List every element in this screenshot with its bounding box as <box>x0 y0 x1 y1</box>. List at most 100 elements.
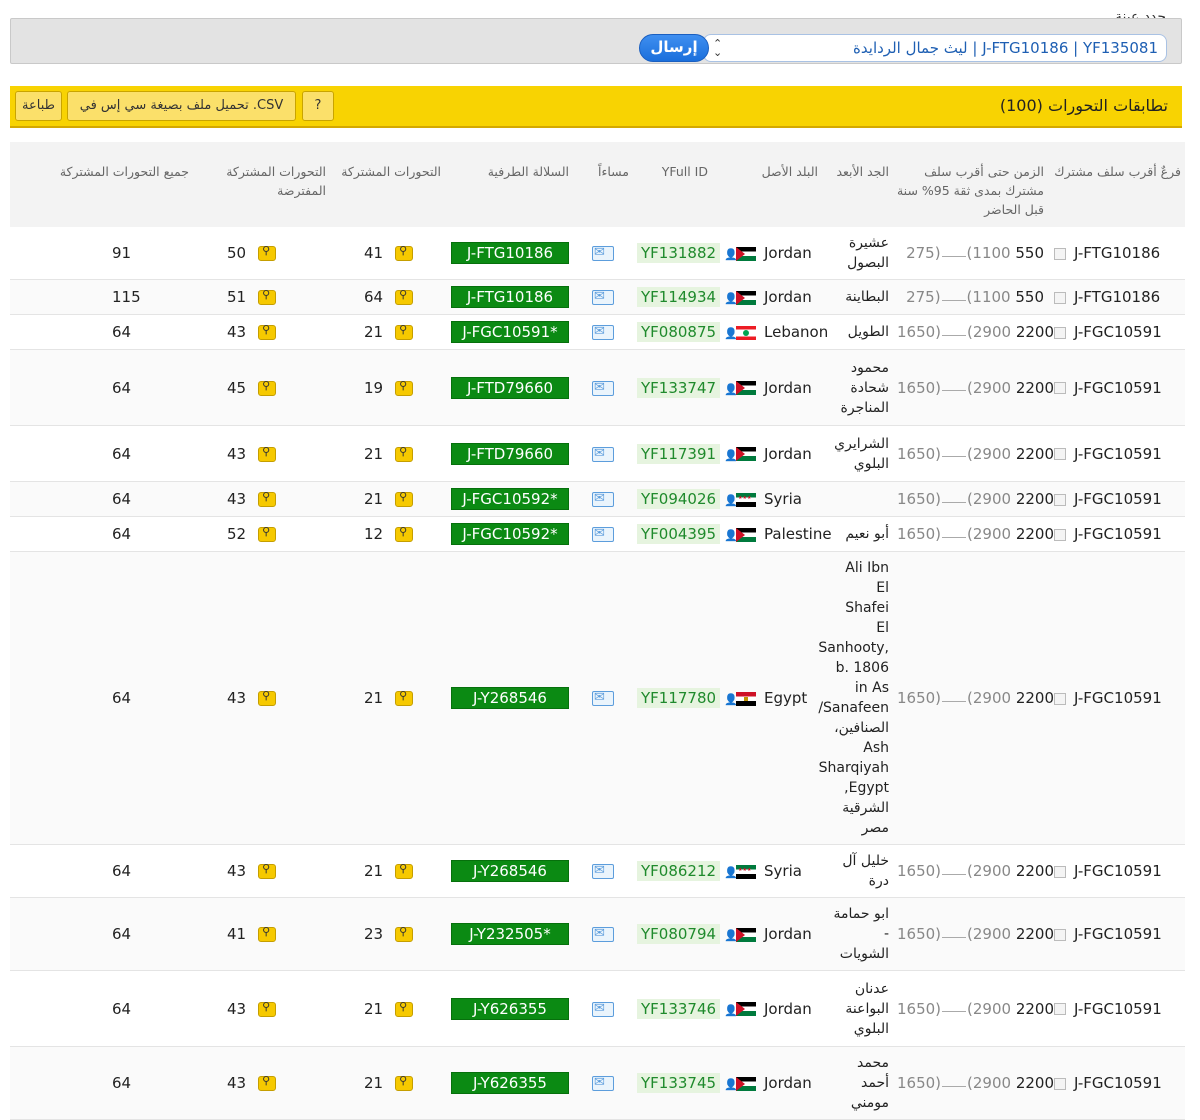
shared-details-icon[interactable] <box>395 445 414 462</box>
mail-icon[interactable]: ✉ <box>592 245 614 261</box>
expand-icon[interactable] <box>1054 493 1066 506</box>
mail-icon[interactable]: ✉ <box>592 491 614 507</box>
mail-icon[interactable]: ✉ <box>592 863 614 879</box>
presumed-shared-details-icon[interactable] <box>258 525 277 542</box>
shared-details-icon[interactable] <box>395 1074 414 1091</box>
expand-icon[interactable] <box>1054 1003 1066 1015</box>
header-branch[interactable]: فرعٌ أقرب سلف مشترك <box>1048 142 1185 227</box>
expand-icon[interactable] <box>1054 382 1066 394</box>
mail-icon[interactable]: ✉ <box>592 690 614 706</box>
mail-icon[interactable]: ✉ <box>592 926 614 942</box>
expand-icon[interactable] <box>1054 692 1066 705</box>
person-icon[interactable]: 👤 <box>724 448 738 462</box>
branch-value[interactable]: J-FGC10591 <box>1074 525 1162 543</box>
expand-icon[interactable] <box>1054 528 1066 541</box>
print-button[interactable]: طباعة <box>15 91 62 121</box>
person-icon[interactable]: 👤 <box>724 866 738 879</box>
shared-details-icon[interactable] <box>395 288 414 305</box>
person-icon[interactable]: 👤 <box>724 693 738 706</box>
person-icon[interactable]: 👤 <box>724 248 738 261</box>
header-ancestor[interactable]: الجد الأبعد <box>828 142 893 227</box>
yfull-id-link[interactable]: YF117391 <box>637 443 721 464</box>
mail-icon[interactable]: ✉ <box>592 1001 614 1017</box>
shared-details-icon[interactable] <box>395 525 414 542</box>
terminal-sublade-badge[interactable]: J-Y626355 <box>451 997 569 1020</box>
person-icon[interactable]: 👤 <box>724 494 738 507</box>
terminal-sublade-badge[interactable]: J-FGC10591* <box>451 321 569 343</box>
presumed-shared-details-icon[interactable] <box>258 1074 277 1091</box>
header-tmrca[interactable]: الزمن حتى أقرب سلف مشترك بمدى ثقة 95% سن… <box>893 142 1048 227</box>
header-shared[interactable]: التحورات المشتركة <box>330 142 445 227</box>
yfull-id-link[interactable]: YF004395 <box>637 524 721 544</box>
presumed-shared-details-icon[interactable] <box>258 490 277 507</box>
expand-icon[interactable] <box>1054 1077 1066 1090</box>
terminal-sublade-badge[interactable]: J-FGC10592* <box>451 488 569 510</box>
yfull-id-link[interactable]: YF086212 <box>637 861 721 881</box>
branch-value[interactable]: J-FGC10591 <box>1074 689 1162 707</box>
person-icon[interactable]: 👤 <box>724 529 738 542</box>
presumed-shared-details-icon[interactable] <box>258 445 277 462</box>
expand-icon[interactable] <box>1054 448 1066 460</box>
shared-details-icon[interactable] <box>395 1000 414 1017</box>
header-presumed-shared[interactable]: التحورات المشتركة المفترضة <box>193 142 330 227</box>
expand-icon[interactable] <box>1054 291 1066 304</box>
terminal-sublade-badge[interactable]: J-FTG10186 <box>451 242 569 264</box>
presumed-shared-details-icon[interactable] <box>258 244 277 261</box>
person-icon[interactable]: 👤 <box>724 292 738 305</box>
expand-icon[interactable] <box>1054 928 1066 941</box>
person-icon[interactable]: 👤 <box>724 929 738 942</box>
terminal-sublade-badge[interactable]: J-FTD79660 <box>451 376 569 399</box>
mail-icon[interactable]: ✉ <box>592 380 614 396</box>
mail-icon[interactable]: ✉ <box>592 446 614 462</box>
expand-icon[interactable] <box>1054 326 1066 339</box>
header-country[interactable]: البلد الأصل <box>728 142 828 227</box>
presumed-shared-details-icon[interactable] <box>258 323 277 340</box>
terminal-sublade-badge[interactable]: J-Y268546 <box>451 687 569 709</box>
presumed-shared-details-icon[interactable] <box>258 925 277 942</box>
yfull-id-link[interactable]: YF131882 <box>637 243 721 263</box>
yfull-id-link[interactable]: YF114934 <box>637 287 721 307</box>
expand-icon[interactable] <box>1054 865 1066 878</box>
mail-icon[interactable]: ✉ <box>592 324 614 340</box>
yfull-id-link[interactable]: YF094026 <box>637 489 721 509</box>
header-yfull-id[interactable]: YFull ID <box>633 142 728 227</box>
shared-details-icon[interactable] <box>395 490 414 507</box>
terminal-sublade-badge[interactable]: J-Y268546 <box>451 860 569 882</box>
presumed-shared-details-icon[interactable] <box>258 689 277 706</box>
yfull-id-link[interactable]: YF117780 <box>637 688 721 708</box>
help-button[interactable]: ? <box>302 91 334 121</box>
branch-value[interactable]: J-FGC10591 <box>1074 323 1162 341</box>
branch-value[interactable]: J-FGC10591 <box>1074 490 1162 508</box>
presumed-shared-details-icon[interactable] <box>258 862 277 879</box>
shared-details-icon[interactable] <box>395 244 414 261</box>
submit-button[interactable]: إرسال <box>639 34 709 62</box>
yfull-id-link[interactable]: YF133746 <box>637 998 721 1019</box>
terminal-sublade-badge[interactable]: J-Y626355 <box>451 1072 569 1094</box>
sample-select[interactable]: J-FTG10186 | YF135081 | ليث جمال الردايد… <box>703 34 1167 62</box>
mail-icon[interactable]: ✉ <box>592 526 614 542</box>
expand-icon[interactable] <box>1054 247 1066 260</box>
branch-value[interactable]: J-FGC10591 <box>1074 925 1162 943</box>
branch-value[interactable]: J-FGC10591 <box>1074 444 1162 463</box>
branch-value[interactable]: J-FGC10591 <box>1074 378 1162 397</box>
person-icon[interactable]: 👤 <box>724 327 738 340</box>
shared-details-icon[interactable] <box>395 689 414 706</box>
presumed-shared-details-icon[interactable] <box>258 288 277 305</box>
csv-download-button[interactable]: تحميل ملف بصيغة سي إس في .CSV <box>67 91 296 121</box>
branch-value[interactable]: J-FGC10591 <box>1074 1074 1162 1092</box>
branch-value[interactable]: J-FGC10591 <box>1074 862 1162 880</box>
header-all-shared[interactable]: جميع التحورات المشتركة <box>10 142 193 227</box>
terminal-sublade-badge[interactable]: J-FTG10186 <box>451 286 569 308</box>
yfull-id-link[interactable]: YF080794 <box>637 924 721 944</box>
presumed-shared-details-icon[interactable] <box>258 1000 277 1017</box>
branch-value[interactable]: J-FTG10186 <box>1074 288 1161 306</box>
mail-icon[interactable]: ✉ <box>592 1075 614 1091</box>
yfull-id-link[interactable]: YF133745 <box>637 1073 721 1093</box>
header-contact[interactable]: مساءاً <box>573 142 633 227</box>
mail-icon[interactable]: ✉ <box>592 289 614 305</box>
yfull-id-link[interactable]: YF080875 <box>637 322 721 342</box>
terminal-sublade-badge[interactable]: J-FTD79660 <box>451 442 569 465</box>
terminal-sublade-badge[interactable]: J-FGC10592* <box>451 523 569 545</box>
person-icon[interactable]: 👤 <box>724 382 738 396</box>
shared-details-icon[interactable] <box>395 323 414 340</box>
